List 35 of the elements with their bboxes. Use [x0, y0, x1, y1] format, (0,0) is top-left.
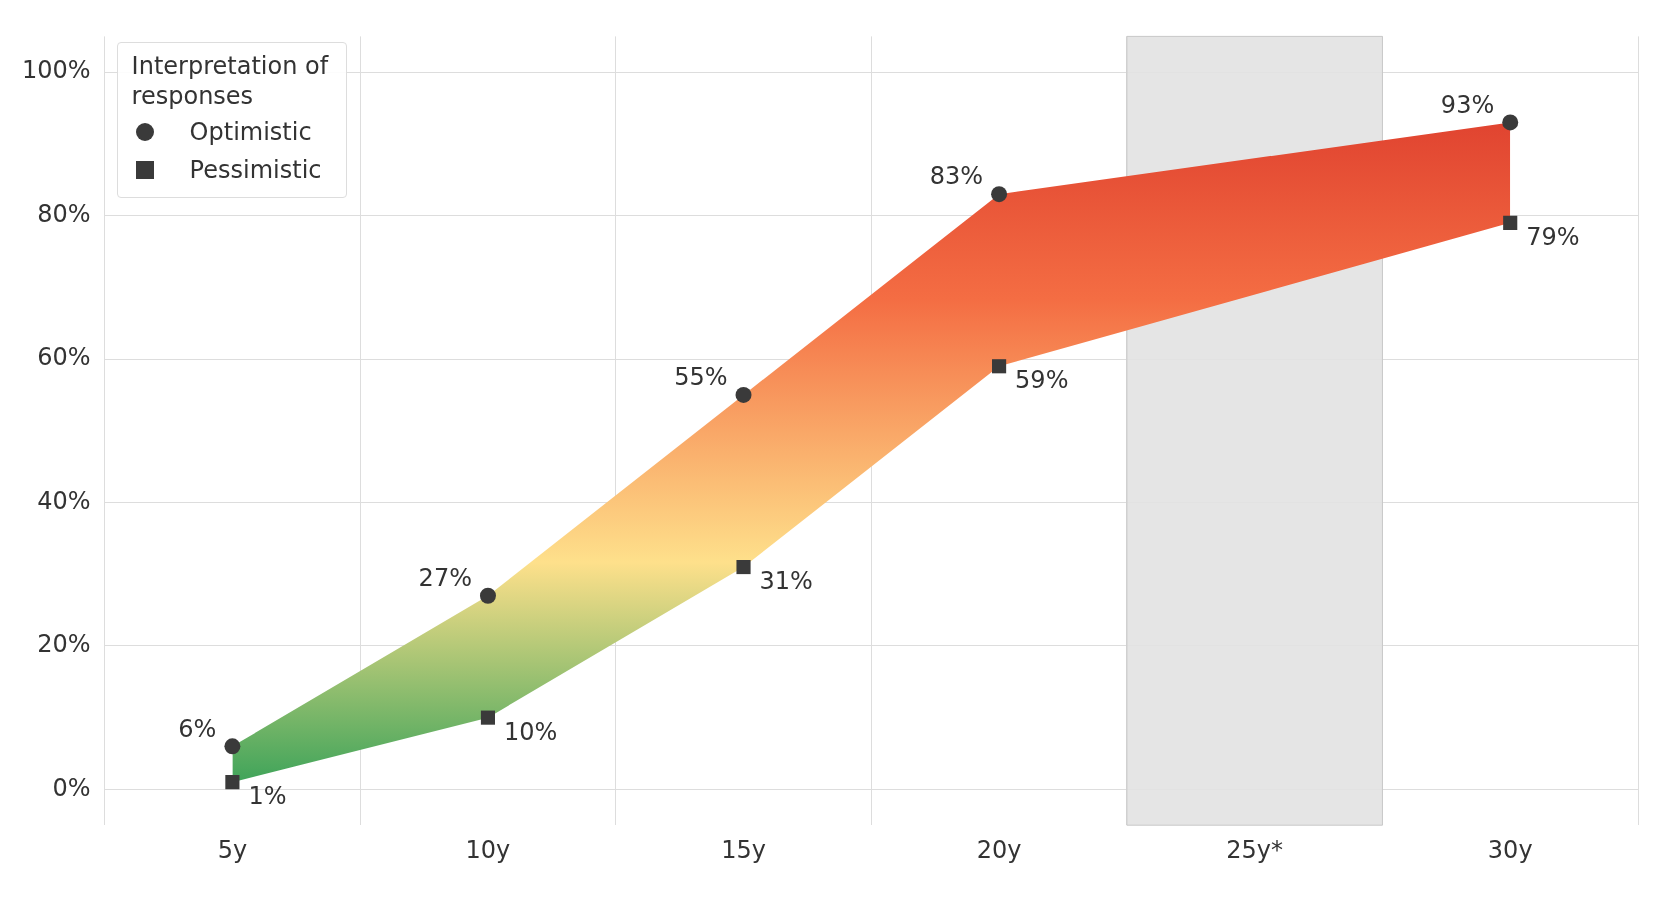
y-tick-label: 60% — [37, 343, 91, 372]
x-tick-label: 10y — [465, 835, 511, 864]
x-tick-label: 30y — [1487, 835, 1533, 864]
data-label: 6% — [178, 714, 217, 743]
point — [735, 386, 752, 403]
point — [1503, 215, 1518, 230]
data-label: 59% — [1015, 366, 1069, 395]
point — [991, 186, 1008, 203]
data-label: 93% — [1440, 90, 1495, 119]
data-label: 55% — [674, 363, 728, 392]
x-tick-label: 25y* — [1226, 835, 1284, 864]
legend-label: Pessimistic — [189, 155, 322, 187]
data-label: 10% — [503, 717, 558, 746]
y-tick-label: 0% — [52, 773, 91, 802]
y-tick-label: 40% — [37, 486, 91, 515]
legend-label: Optimistic — [189, 117, 312, 149]
y-tick-label: 20% — [37, 630, 91, 659]
point — [1502, 114, 1519, 131]
point — [480, 710, 496, 725]
point — [992, 359, 1007, 374]
point — [736, 559, 751, 575]
data-label: 27% — [418, 563, 472, 592]
x-tick-label: 20y — [976, 835, 1022, 864]
point — [479, 587, 496, 604]
legend-title: Interpretation of responses — [131, 51, 330, 112]
data-label: 83% — [929, 162, 984, 191]
y-tick-label: 80% — [37, 199, 91, 228]
data-label: 79% — [1526, 223, 1580, 252]
point — [225, 775, 240, 790]
x-tick-label: 15y — [721, 835, 766, 864]
point — [224, 738, 241, 755]
y-tick-label: 100% — [21, 56, 91, 85]
x-tick-label: 5y — [217, 835, 248, 864]
data-label: 31% — [759, 567, 813, 596]
data-label: 1% — [248, 782, 287, 811]
